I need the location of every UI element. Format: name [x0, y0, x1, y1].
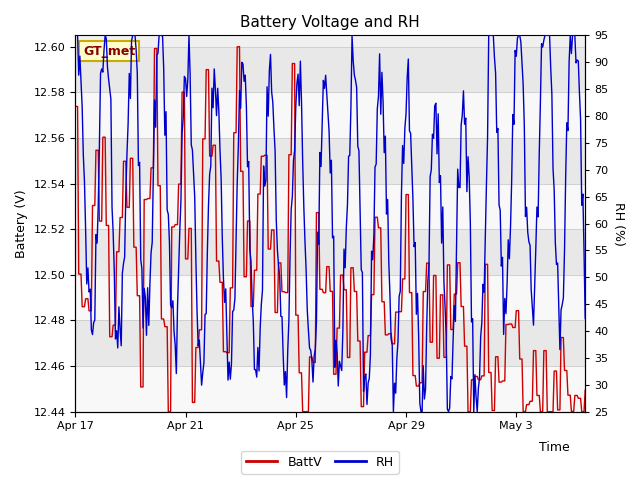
- Text: Time: Time: [539, 441, 570, 454]
- Bar: [76, 138, 585, 183]
- Title: Battery Voltage and RH: Battery Voltage and RH: [241, 15, 420, 30]
- Y-axis label: RH (%): RH (%): [612, 202, 625, 245]
- Bar: [76, 321, 585, 366]
- Bar: [76, 275, 585, 321]
- Bar: [76, 47, 585, 92]
- Y-axis label: Battery (V): Battery (V): [15, 189, 28, 258]
- Legend: BattV, RH: BattV, RH: [241, 451, 399, 474]
- Bar: [76, 92, 585, 138]
- Bar: [76, 229, 585, 275]
- Text: GT_met: GT_met: [83, 45, 135, 58]
- Bar: [76, 366, 585, 412]
- Bar: [76, 183, 585, 229]
